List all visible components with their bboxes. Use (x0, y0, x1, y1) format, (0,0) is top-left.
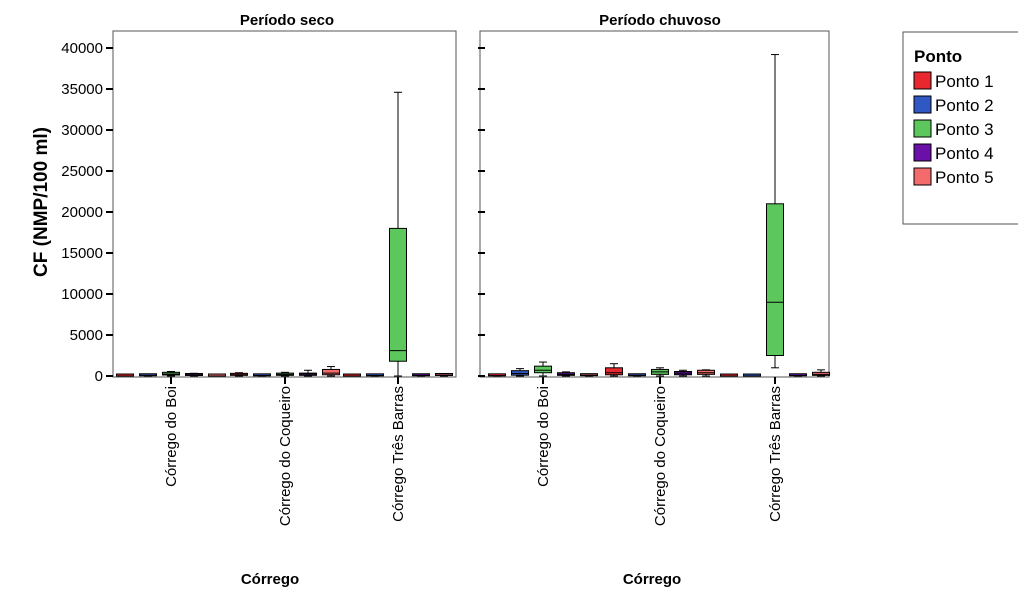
box-ponto-1 (116, 373, 134, 377)
box-ponto-2 (139, 373, 157, 377)
panel-1: Córrego do Boi Córrego do Coqueiro Córrego… (488, 54, 830, 526)
y-tick-label: 30000 (61, 122, 103, 139)
box-ponto-2 (253, 373, 271, 377)
legend-swatch (913, 143, 932, 162)
x-tick-label: Córrego do Coqueiro (277, 386, 294, 526)
legend-swatch (913, 71, 932, 90)
box-ponto-4 (789, 373, 807, 377)
legend-item-label: Ponto 4 (935, 144, 994, 163)
box-ponto-1 (230, 372, 248, 377)
legend-item-label: Ponto 1 (935, 72, 994, 91)
panel-0: Córrego do Boi Córrego do Coqueiro Córrego… (116, 91, 453, 526)
box-ponto-3 (766, 54, 784, 369)
box-ponto-5 (812, 369, 830, 377)
box-ponto-5 (697, 369, 715, 377)
legend-title: Ponto (914, 47, 962, 66)
box-ponto-1 (488, 373, 506, 377)
x-axis-label-chuvoso: Córrego (623, 571, 681, 588)
legend-item-label: Ponto 5 (935, 168, 994, 187)
legend-item-label: Ponto 2 (935, 96, 994, 115)
legend-swatch (913, 167, 932, 186)
y-tick-label: 15000 (61, 245, 103, 262)
box-body (389, 227, 407, 362)
x-tick-label: Córrego do Boi (535, 386, 552, 487)
box-ponto-4 (557, 371, 575, 377)
y-tick-label: 25000 (61, 163, 103, 180)
box-ponto-5 (208, 373, 226, 377)
y-tick-label: 5000 (70, 327, 103, 344)
x-axis-label-seco: Córrego (241, 571, 299, 588)
legend-item-label: Ponto 3 (935, 120, 994, 139)
box-ponto-3 (389, 91, 407, 377)
y-tick-label: 20000 (61, 204, 103, 221)
x-tick-label: Córrego do Boi (163, 386, 180, 487)
legend-swatch (913, 95, 932, 114)
panel-title-seco: Período seco (240, 12, 334, 29)
y-tick-label: 10000 (61, 286, 103, 303)
box-ponto-1 (605, 363, 623, 377)
panel-title-chuvoso: Período chuvoso (599, 12, 721, 29)
box-body (766, 203, 784, 356)
box-body (322, 368, 340, 376)
box-ponto-4 (299, 369, 317, 377)
box-ponto-4 (412, 373, 430, 377)
x-tick-label: Córrego do Coqueiro (652, 386, 669, 526)
box-body (511, 370, 529, 376)
box-ponto-4 (674, 369, 692, 377)
box-ponto-5 (435, 373, 453, 377)
y-axis: 0 5000 10000 15000 20000 25000 30000 35000 40000 (61, 40, 485, 385)
y-tick-label: 40000 (61, 40, 103, 57)
y-tick-label: 35000 (61, 81, 103, 98)
box-ponto-1 (720, 373, 738, 377)
box-ponto-3 (162, 370, 180, 377)
x-tick-label: Córrego Três Barras (390, 386, 407, 522)
box-ponto-5 (580, 373, 598, 377)
panel-frame-chuvoso (479, 30, 830, 378)
box-ponto-2 (743, 373, 761, 377)
box-body (812, 371, 830, 376)
panels: Córrego do Boi Córrego do Coqueiro Córrego… (116, 54, 830, 526)
box-ponto-4 (185, 372, 203, 377)
box-ponto-1 (343, 373, 361, 377)
x-tick-label: Córrego Três Barras (767, 386, 784, 522)
box-body (534, 365, 552, 374)
y-axis-label: CF (NMP/100 ml) (31, 127, 52, 277)
y-tick-label: 0 (95, 368, 103, 385)
box-ponto-3 (276, 371, 294, 377)
box-ponto-5 (322, 366, 340, 377)
legend-items: Ponto 1 Ponto 2 Ponto 3 Ponto 4 Ponto 5 (913, 71, 994, 187)
box-ponto-2 (628, 373, 646, 377)
legend-swatch (913, 119, 932, 138)
box-ponto-3 (651, 367, 669, 377)
box-ponto-3 (534, 361, 552, 377)
box-ponto-2 (366, 373, 384, 377)
box-body (605, 367, 623, 376)
box-ponto-2 (511, 368, 529, 377)
